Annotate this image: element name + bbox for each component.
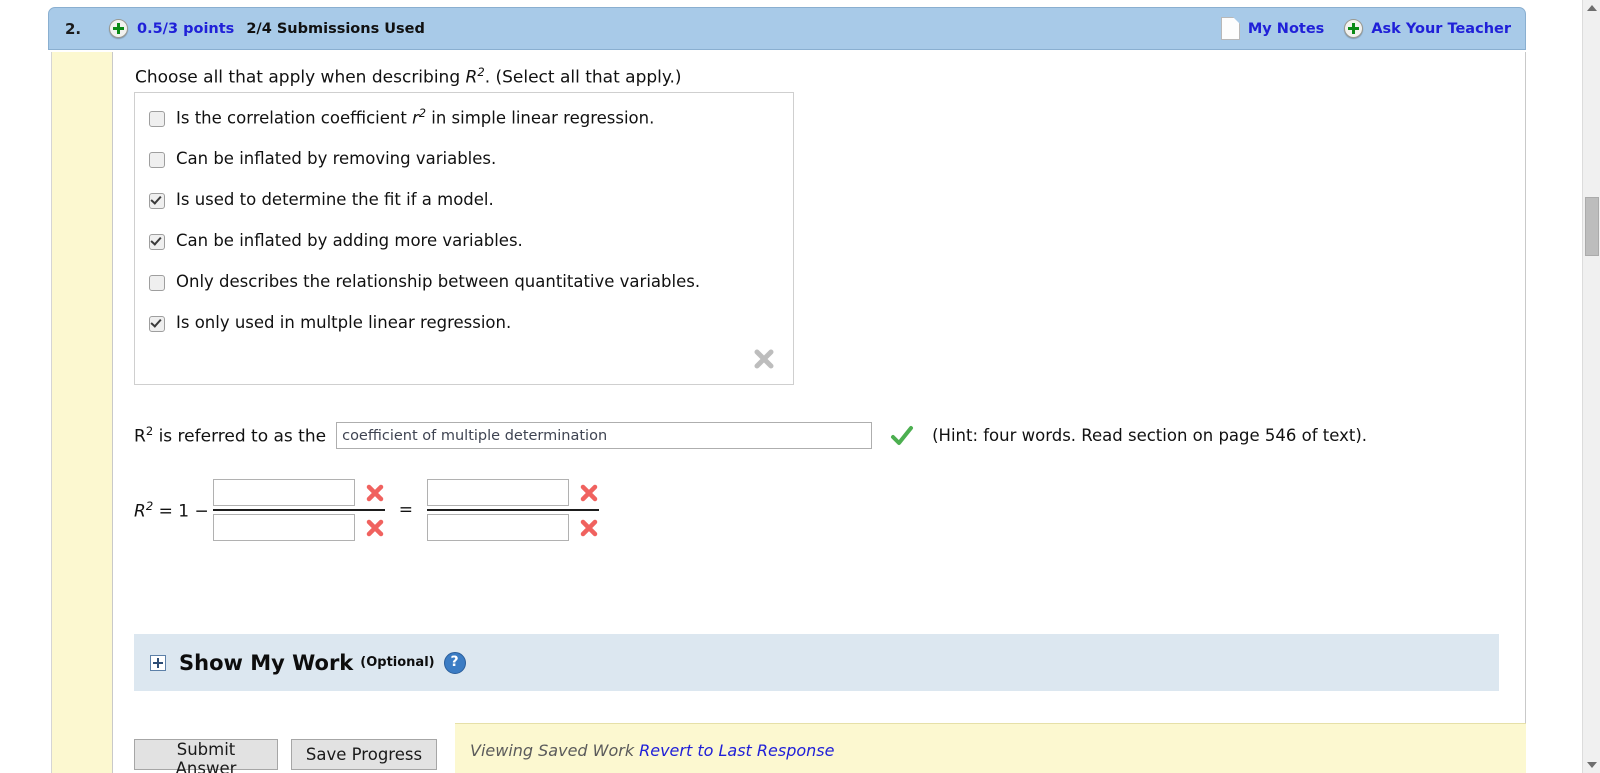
option-row[interactable]: Is the correlation coefficient r2 in sim… <box>135 106 793 147</box>
fraction-bar <box>212 509 385 511</box>
header-actions: My Notes Ask Your Teacher <box>1220 17 1515 40</box>
denominator-1-input[interactable] <box>212 514 355 541</box>
show-my-work-optional: (Optional) <box>360 655 435 670</box>
red-x-incorrect-icon <box>580 519 598 536</box>
green-check-correct-icon <box>891 425 914 445</box>
equals-sign: = <box>398 500 413 520</box>
submit-answer-button[interactable]: Submit Answer <box>134 739 278 773</box>
prompt-exponent: 2 <box>477 65 485 79</box>
question-content: Choose all that apply when describing R2… <box>114 52 1526 715</box>
fraction-2 <box>426 477 599 543</box>
gray-x-incorrect-icon <box>754 349 774 369</box>
prompt-text-before: Choose all that apply when describing <box>135 67 466 88</box>
answer-text-input[interactable] <box>336 422 873 449</box>
prompt-symbol: R <box>465 67 478 88</box>
right-gutter <box>1527 0 1582 773</box>
fraction-bar <box>426 509 599 511</box>
save-progress-button[interactable]: Save Progress <box>291 739 437 770</box>
plus-box-icon[interactable] <box>150 654 166 671</box>
show-my-work-title: Show My Work <box>179 650 354 675</box>
option-label-5: Is only used in multple linear regressio… <box>176 313 512 332</box>
fraction-denominator <box>426 512 599 543</box>
fraction-numerator <box>426 477 599 508</box>
submissions-label: 2/4 Submissions Used <box>246 20 425 37</box>
option-label-4: Only describes the relationship between … <box>176 272 701 291</box>
revert-to-last-response-link[interactable]: Revert to Last Response <box>639 741 835 760</box>
prompt-text-after: . (Select all that apply.) <box>484 67 682 88</box>
scroll-up-arrow-icon[interactable] <box>1587 5 1597 11</box>
option-checkbox-0[interactable] <box>149 111 165 127</box>
option-label-0: Is the correlation coefficient r2 in sim… <box>176 107 655 128</box>
scrollbar-thumb[interactable] <box>1585 197 1599 256</box>
option-row[interactable]: Can be inflated by adding more variables… <box>135 229 793 270</box>
formula-row: R2 = 1 − = <box>134 477 599 543</box>
formula-lead: R2 = 1 − <box>134 498 209 522</box>
left-yellow-rail <box>52 52 113 773</box>
scroll-down-arrow-icon[interactable] <box>1587 762 1597 768</box>
ask-teacher-plus-icon[interactable] <box>1344 19 1364 38</box>
plus-circle-icon[interactable] <box>109 19 128 38</box>
hint-text: (Hint: four words. Read section on page … <box>932 426 1368 445</box>
red-x-incorrect-icon <box>580 484 598 501</box>
option-row[interactable]: Is used to determine the fit if a model. <box>135 188 793 229</box>
option-checkbox-2[interactable] <box>149 193 165 209</box>
option-label-3: Can be inflated by adding more variables… <box>176 231 523 250</box>
numerator-2-input[interactable] <box>426 479 569 506</box>
red-x-incorrect-icon <box>366 484 383 501</box>
question-mark-circle-icon[interactable]: ? <box>443 651 466 674</box>
fraction-1 <box>212 477 385 543</box>
option-checkbox-1[interactable] <box>149 152 165 168</box>
option-checkbox-5[interactable] <box>149 316 165 332</box>
show-my-work-bar[interactable]: Show My Work (Optional) ? <box>134 634 1499 691</box>
points-label: 0.5/3 points <box>137 20 235 37</box>
denominator-2-input[interactable] <box>426 514 569 541</box>
note-page-icon[interactable] <box>1220 17 1240 40</box>
question-header-bar: 2. 0.5/3 points 2/4 Submissions Used My … <box>48 7 1526 50</box>
my-notes-link[interactable]: My Notes <box>1247 20 1325 37</box>
fill-in-answer-row: R2 is referred to as the (Hint: four wor… <box>134 422 1367 449</box>
option-row[interactable]: Is only used in multple linear regressio… <box>135 311 793 352</box>
option-label-2: Is used to determine the fit if a model. <box>176 190 494 209</box>
red-x-incorrect-icon <box>366 519 383 536</box>
footer-bar: Viewing Saved Work Revert to Last Respons… <box>114 715 1526 773</box>
fraction-denominator <box>212 512 385 543</box>
rail-divider <box>51 52 52 773</box>
question-prompt: Choose all that apply when describing R2… <box>135 65 682 88</box>
option-row[interactable]: Only describes the relationship between … <box>135 270 793 311</box>
numerator-1-input[interactable] <box>212 479 355 506</box>
option-checkbox-3[interactable] <box>149 234 165 250</box>
option-label-1: Can be inflated by removing variables. <box>176 149 497 168</box>
page-scrollbar[interactable] <box>1582 0 1600 773</box>
saved-work-text: Viewing Saved Work Revert to Last Respons… <box>470 741 835 760</box>
saved-work-banner: Viewing Saved Work Revert to Last Respons… <box>455 723 1526 773</box>
fraction-numerator <box>212 477 385 508</box>
option-checkbox-4[interactable] <box>149 275 165 291</box>
option-row[interactable]: Can be inflated by removing variables. <box>135 147 793 188</box>
options-group: Is the correlation coefficient r2 in sim… <box>134 92 794 385</box>
ask-your-teacher-link[interactable]: Ask Your Teacher <box>1371 20 1511 37</box>
referred-label: R2 is referred to as the <box>134 424 327 447</box>
question-number: 2. <box>65 19 82 38</box>
